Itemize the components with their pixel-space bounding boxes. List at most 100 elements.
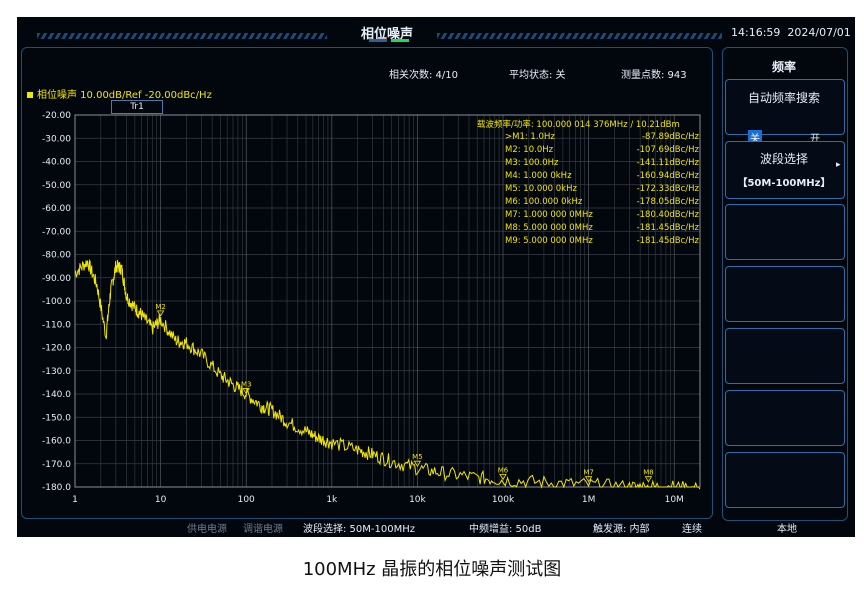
- marker-point: [156, 310, 165, 317]
- marker-name: M8: 5.000 000 0MHz: [505, 223, 593, 233]
- band-select-value: 【50M-100MHz】: [737, 178, 831, 189]
- marker-value: -181.45dBc/Hz: [637, 223, 700, 233]
- trace-header-text: 相位噪声 10.00dB/Ref -20.00dBc/Hz: [37, 90, 212, 101]
- marker-name: M2: 10.0Hz: [505, 145, 554, 155]
- y-tick-label: -180.0: [42, 483, 71, 493]
- toggle-on-label[interactable]: 开: [810, 134, 820, 145]
- y-tick-label: -50.00: [42, 181, 71, 191]
- plot-border: [74, 114, 701, 488]
- y-tick-label: -90.00: [42, 274, 71, 284]
- marker-point-label: M2: [155, 303, 166, 311]
- instrument-screen: 相位噪声 14:16:59 2024/07/01 相关次数: 4/10 平均状态…: [17, 17, 855, 537]
- marker-point-label: M6: [498, 466, 509, 474]
- marker-value: -107.69dBc/Hz: [637, 145, 700, 155]
- trace-color-swatch: [27, 92, 33, 98]
- softkey-title: 频率: [771, 60, 796, 74]
- marker-value: -180.40dBc/Hz: [637, 210, 700, 220]
- marker-value: -181.45dBc/Hz: [637, 236, 700, 246]
- x-tick-label: 10k: [409, 495, 426, 505]
- avg-state: 平均状态: 关: [509, 70, 566, 81]
- clock: 14:16:59 2024/07/01: [731, 26, 851, 39]
- y-tick-label: -20.00: [42, 111, 71, 121]
- marker-value: -172.33dBc/Hz: [637, 184, 700, 194]
- band-select-label: 波段选择: [759, 152, 808, 166]
- clock-date: 2024/07/01: [787, 26, 851, 39]
- x-tick-label: 100k: [492, 495, 515, 505]
- softkey-empty-4[interactable]: [725, 390, 845, 446]
- power-status: 供电电源: [187, 524, 227, 535]
- marker-value: -160.94dBc/Hz: [637, 171, 700, 181]
- marker-point-label: M3: [241, 381, 252, 389]
- measurement-frame: [21, 47, 713, 519]
- y-tick-label: -60.00: [42, 204, 71, 214]
- y-tick-label: -170.0: [42, 460, 71, 470]
- band-select-softkey[interactable]: [725, 141, 845, 199]
- trace-tab-tr1[interactable]: Tr1: [111, 100, 163, 114]
- toggle-off-selected: [748, 130, 762, 143]
- y-tick-label: -120.0: [42, 344, 71, 354]
- marker-name: M4: 1.000 0kHz: [505, 171, 572, 181]
- marker-point-label: M5: [412, 453, 423, 461]
- marker-point: [413, 460, 422, 467]
- x-tick-label: 10M: [665, 495, 684, 505]
- y-tick-label: -40.00: [42, 158, 71, 168]
- auto-freq-search-label: 自动频率搜索: [747, 91, 820, 105]
- marker-point: [499, 474, 507, 481]
- mode-status: 连续: [682, 524, 702, 535]
- marker-name: M7: 1.000 000 0MHz: [505, 210, 593, 220]
- avg-count: 相关次数: 4/10: [389, 70, 459, 81]
- marker-name: M9: 5.000 000 0MHz: [505, 236, 593, 246]
- auto-freq-search-softkey[interactable]: [725, 79, 845, 135]
- x-tick-label: 1k: [326, 495, 338, 505]
- marker-value: -87.89dBc/Hz: [642, 132, 700, 142]
- marker-point-label: M8: [643, 469, 654, 477]
- carrier-label: 载波频率/功率: 100.000 014 376MHz / 10.21dBm: [477, 119, 680, 130]
- y-tick-label: -160.0: [42, 437, 71, 447]
- softkey-empty-2[interactable]: [725, 266, 845, 322]
- y-tick-label: -30.00: [42, 134, 71, 144]
- softkey-empty-5[interactable]: [725, 452, 845, 508]
- marker-point-label: M7: [583, 469, 594, 477]
- app-title: 相位噪声: [360, 27, 413, 42]
- points-count: 测量点数: 943: [621, 70, 687, 81]
- y-tick-label: -140.0: [42, 390, 71, 400]
- x-tick-label: 100: [238, 495, 255, 505]
- softkey-empty-3[interactable]: [725, 328, 845, 384]
- band-status: 波段选择: 50M-100MHz: [303, 524, 415, 535]
- local-status: 本地: [777, 524, 797, 535]
- header-stripes-right: [437, 33, 722, 39]
- marker-point: [242, 388, 250, 395]
- y-tick-label: -150.0: [42, 413, 71, 423]
- marker-name: >M1: 1.0Hz: [505, 132, 555, 142]
- y-tick-label: -100.0: [42, 297, 71, 307]
- trace-header: 相位噪声 10.00dB/Ref -20.00dBc/Hz: [27, 86, 212, 101]
- phase-noise-trace: [74, 258, 701, 490]
- chevron-right-icon: ▸: [836, 160, 841, 170]
- toggle-off-label[interactable]: 关: [750, 134, 760, 145]
- x-tick-label: 1: [72, 495, 78, 505]
- y-tick-label: -80.00: [42, 251, 71, 261]
- phase-noise-plot: -20.00 -30.00 -40.00 -50.00 -60.00 -70.00 -80.…: [42, 111, 701, 505]
- clock-time: 14:16:59: [731, 26, 781, 39]
- softkey-panel: [722, 47, 848, 521]
- marker-value: -141.11dBc/Hz: [637, 158, 700, 168]
- y-tick-label: -130.0: [42, 367, 71, 377]
- figure-caption: 100MHz 晶振的相位噪声测试图: [302, 559, 562, 580]
- title-indicator-active: [391, 39, 409, 42]
- marker-point: [584, 476, 593, 483]
- marker-name: M3: 100.0Hz: [505, 158, 559, 168]
- y-tick-label: -110.0: [42, 320, 71, 330]
- x-tick-label: 1M: [582, 495, 596, 505]
- trigger-status: 触发源: 内部: [593, 524, 650, 535]
- title-indicator: [369, 39, 387, 42]
- tuning-status: 调谐电源: [243, 524, 283, 535]
- marker-name: M5: 10.000 0kHz: [505, 184, 577, 194]
- x-tick-label: 10: [155, 495, 167, 505]
- marker-name: M6: 100.000 0kHz: [505, 197, 583, 207]
- marker-value: -178.05dBc/Hz: [637, 197, 700, 207]
- y-tick-label: -70.00: [42, 227, 71, 237]
- if-gain-status: 中频增益: 50dB: [469, 524, 542, 535]
- softkey-empty-1[interactable]: [725, 204, 845, 260]
- marker-point: [644, 476, 653, 483]
- header-stripes-left: [37, 33, 327, 39]
